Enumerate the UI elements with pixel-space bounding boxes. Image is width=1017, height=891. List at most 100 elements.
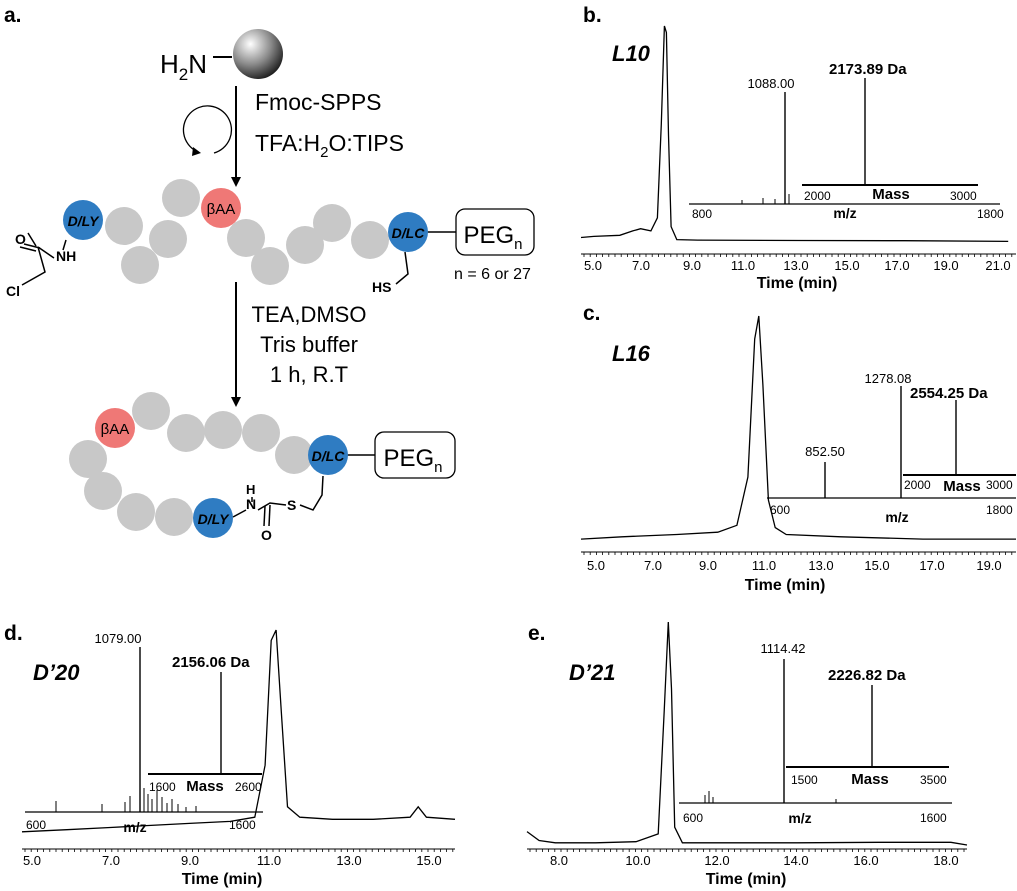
x-tick-label: 9.0 [181, 853, 199, 868]
peptide-bead [227, 219, 265, 257]
beta-aa-residue [201, 188, 241, 228]
panel-b-name: L10 [612, 41, 651, 66]
x-axis-minor-ticks [529, 849, 965, 852]
peg-box [455, 208, 535, 256]
panel-e-label: e. [528, 622, 546, 645]
ms-tick-label: 1600 [920, 811, 947, 825]
peptide-bead [117, 493, 155, 531]
peptide-bead [155, 498, 193, 536]
peptide-bead [132, 392, 170, 430]
peptide-bead [204, 411, 242, 449]
ms-tick-label: 1600 [229, 818, 256, 832]
mass-peak-label: 2554.25 Da [910, 385, 988, 402]
x-axis-minor-ticks [24, 849, 454, 852]
x-axis: 5.0 7.0 9.0 11.0 13.0 15.0 17.0 19.0 21.… [581, 253, 1016, 292]
mass-tick-label: 3500 [920, 773, 947, 787]
carbonyl-double-bond [19, 246, 37, 252]
cyclic-peptide: βAA D/LC D/LY PEGn H N O S [69, 392, 456, 543]
x-tick-label: 19.0 [976, 558, 1001, 573]
x-tick-label: 9.0 [699, 558, 717, 573]
step1-line2: TFA:H2O:TIPS [255, 130, 404, 161]
step2-line2: Tris buffer [260, 332, 358, 357]
dl-c-label: D/LC [392, 225, 426, 241]
ms-axis-label: m/z [788, 810, 811, 826]
beta-aa-label: βAA [101, 421, 130, 438]
peptide-bead [69, 440, 107, 478]
x-axis: 5.0 7.0 9.0 11.0 13.0 15.0 Time (min) [22, 848, 455, 888]
x-tick-label: 5.0 [587, 558, 605, 573]
ms-tick-label: 1800 [977, 207, 1004, 221]
chromatogram-trace [580, 315, 1016, 540]
x-axis: 5.0 7.0 9.0 11.0 13.0 15.0 17.0 19.0 Tim… [581, 551, 1016, 594]
step2-line3: 1 h, R.T [270, 362, 348, 387]
panel-a-label: a. [4, 4, 22, 27]
ms-peak-label: 1079.00 [95, 631, 142, 646]
peptide-bead [105, 207, 143, 245]
ms-tick-label: 600 [26, 818, 46, 832]
ms-inset: 1088.00 800 1800 m/z 2173.89 Da 2000 300… [689, 61, 1004, 221]
ms-axis-label: m/z [123, 819, 146, 835]
n-note: n = 6 or 27 [454, 266, 531, 283]
peg-label: PEGn [463, 222, 522, 253]
panel-d: d. D’20 5.0 7.0 9.0 11.0 13.0 15.0 Time … [4, 622, 456, 888]
o-label: O [15, 231, 26, 247]
mass-peak-label: 2156.06 Da [172, 654, 250, 671]
x-tick-label: 18.0 [933, 853, 958, 868]
x-tick-label: 19.0 [933, 258, 958, 273]
ms-noise [55, 788, 197, 812]
ms-peak-label: 1088.00 [748, 76, 795, 91]
ms-noise [741, 194, 790, 204]
peptide-bead [121, 246, 159, 284]
dl-c-label: D/LC [312, 448, 346, 464]
dl-y-label: D/LY [198, 511, 231, 527]
chromatogram-trace [526, 621, 968, 846]
mass-tick-label: 3000 [950, 189, 977, 203]
ms-peak-label: 852.50 [805, 444, 845, 459]
panel-c: c. L16 5.0 7.0 9.0 11.0 13.0 15.0 17.0 1… [580, 302, 1016, 594]
linear-peptide: βAA D/LY D/LC PEGn n = 6 or 27 NH O Cl H… [6, 179, 535, 299]
mass-axis-label: Mass [872, 186, 910, 203]
dl-y-residue [63, 200, 103, 240]
peg-box [374, 431, 456, 479]
panel-e-name: D’21 [569, 660, 615, 685]
h-label: H [246, 482, 255, 497]
peptide-bead [286, 226, 324, 264]
x-tick-label: 15.0 [416, 853, 441, 868]
dl-y-residue [193, 498, 233, 538]
x-tick-label: 15.0 [864, 558, 889, 573]
step1-line1: Fmoc-SPPS [255, 89, 382, 115]
x-tick-label: 5.0 [23, 853, 41, 868]
x-tick-label: 5.0 [584, 258, 602, 273]
peptide-bead [162, 179, 200, 217]
x-tick-label: 14.0 [783, 853, 808, 868]
x-tick-label: 11.0 [257, 853, 281, 868]
chloroacetyl-bonds [21, 232, 67, 286]
amide-carbonyl-bond [268, 504, 271, 527]
beta-aa-label: βAA [207, 201, 236, 218]
panel-e: e. D’21 8.0 10.0 12.0 14.0 16.0 18.0 Tim… [526, 621, 968, 888]
beta-aa-residue [95, 408, 135, 448]
x-axis-minor-ticks [583, 552, 1013, 555]
x-tick-label: 12.0 [704, 853, 729, 868]
ms-noise [704, 791, 837, 803]
x-tick-label: 7.0 [632, 258, 650, 273]
x-tick-label: 9.0 [683, 258, 701, 273]
mass-tick-label: 2000 [904, 478, 931, 492]
thiol-bonds [395, 251, 409, 285]
x-tick-label: 21.0 [985, 258, 1010, 273]
peptide-bead [84, 472, 122, 510]
o-label: O [261, 527, 272, 543]
x-tick-label: 17.0 [919, 558, 944, 573]
peptide-bead [167, 414, 205, 452]
x-tick-label: 8.0 [550, 853, 568, 868]
ms-tick-label: 600 [683, 811, 703, 825]
mass-peak-label: 2173.89 Da [829, 61, 907, 78]
x-tick-label: 13.0 [783, 258, 808, 273]
x-tick-label: 15.0 [834, 258, 859, 273]
ms-inset: 852.50 1278.08 600 1800 m/z 2554.25 Da 2… [767, 371, 1016, 525]
chromatogram-trace [21, 629, 456, 833]
ms-inset: 1079.00 600 1600 m/z 2156.06 Da 1600 260… [25, 631, 263, 835]
peptide-bead [275, 436, 313, 474]
x-tick-label: 7.0 [102, 853, 120, 868]
